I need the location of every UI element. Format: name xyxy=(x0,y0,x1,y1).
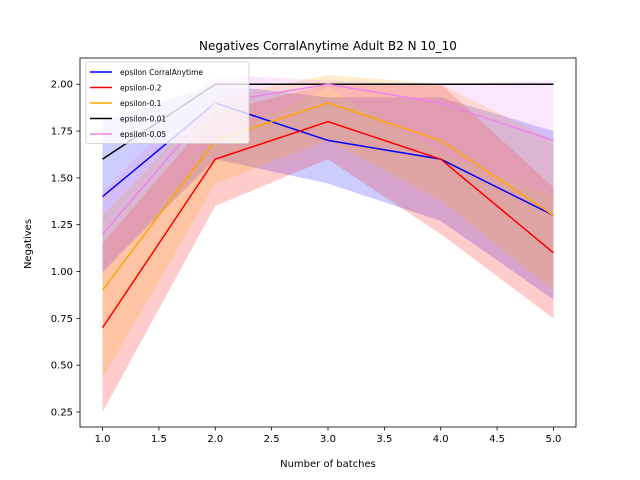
legend-label: epsilon-0.01 xyxy=(120,115,166,124)
series-line-2 xyxy=(101,102,554,291)
y-tick-label: 0.25 xyxy=(51,408,73,419)
chart-title: Negatives CorralAnytime Adult B2 N 10_10 xyxy=(199,39,457,53)
x-tick-label: 4.0 xyxy=(433,434,449,445)
legend-label: epsilon CorralAnytime xyxy=(120,68,203,77)
x-tick-label: 2.0 xyxy=(207,434,223,445)
y-tick-label: 1.50 xyxy=(51,173,73,184)
series-band-1 xyxy=(102,84,554,413)
x-tick-label: 5.0 xyxy=(546,434,562,445)
y-tick-label: 1.25 xyxy=(51,220,73,231)
x-tick-label: 3.5 xyxy=(376,434,392,445)
plot-area: 1.0 1.5 2.0 2.5 3.0 3.5 4.0 4.5 5.0 0.25 0.50 0.75 1… xyxy=(51,57,577,445)
x-tick-label: 1.5 xyxy=(151,434,167,445)
y-tick-label: 0.75 xyxy=(51,314,73,325)
legend-box xyxy=(85,61,250,144)
x-tick-label: 3.0 xyxy=(320,434,336,445)
x-tick-label: 4.5 xyxy=(489,434,505,445)
series-line-1 xyxy=(101,120,554,329)
x-tick-label: 1.0 xyxy=(95,434,111,445)
series-band-2 xyxy=(102,74,554,379)
x-tick-label: 2.5 xyxy=(264,434,280,445)
legend-label: epsilon-0.2 xyxy=(120,84,162,93)
y-tick-label: 0.50 xyxy=(51,361,73,372)
y-axis-label: Negatives xyxy=(23,219,34,269)
y-tick-label: 1.00 xyxy=(51,267,73,278)
legend-label: epsilon-0.1 xyxy=(120,99,162,108)
y-tick-label: 2.00 xyxy=(51,80,73,91)
legend: epsilon CorralAnytime epsilon-0.2 epsilon-… xyxy=(85,61,250,144)
series-line-4 xyxy=(101,83,554,235)
x-axis-label: Number of batches xyxy=(280,459,376,470)
y-tick-label: 1.75 xyxy=(51,127,73,138)
legend-label: epsilon-0.05 xyxy=(120,130,166,139)
